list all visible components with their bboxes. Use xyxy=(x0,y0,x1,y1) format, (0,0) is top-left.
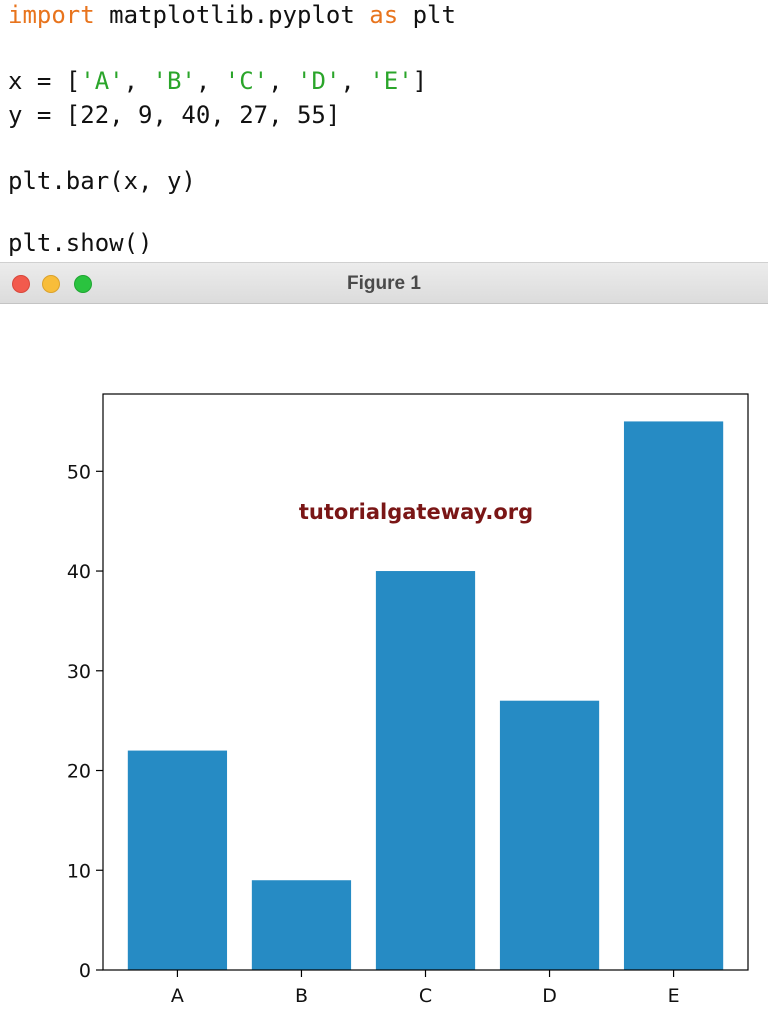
string-literal: 'D' xyxy=(297,67,341,95)
alias-name: plt xyxy=(398,1,456,29)
figure-canvas: 0 10 20 30 40 50 A B C D E tutorialgateway.org xyxy=(0,304,768,1024)
code-text: , xyxy=(268,67,298,95)
x-tick-label: B xyxy=(295,985,308,1007)
y-tick-label: 40 xyxy=(67,561,91,583)
x-tick-label: A xyxy=(171,985,184,1007)
close-window-button[interactable] xyxy=(12,275,30,293)
zoom-window-button[interactable] xyxy=(74,275,92,293)
keyword-as: as xyxy=(369,1,399,29)
bar-E xyxy=(623,421,724,970)
code-text: , xyxy=(195,67,225,95)
x-tick-label: C xyxy=(419,985,432,1007)
string-literal: 'C' xyxy=(224,67,269,95)
code-text: ] xyxy=(412,67,428,95)
code-line-bar: plt.bar(x, y) xyxy=(8,167,196,195)
y-tick-label: 30 xyxy=(67,661,91,683)
figure-window-titlebar[interactable]: Figure 1 xyxy=(0,262,768,304)
minimize-window-button[interactable] xyxy=(42,275,60,293)
string-literal: 'A' xyxy=(80,67,124,95)
code-line-import: import matplotlib.pyplot as plt xyxy=(8,0,456,30)
bar-C xyxy=(375,571,476,970)
bar-chart: 0 10 20 30 40 50 A B C D E tutorialgateway.org xyxy=(67,393,749,1007)
code-line-x: x = ['A', 'B', 'C', 'D', 'E'] xyxy=(8,66,427,96)
y-tick-label: 50 xyxy=(67,461,91,483)
code-text: , xyxy=(340,67,370,95)
y-axis: 0 10 20 30 40 50 xyxy=(67,461,103,982)
bar-D xyxy=(499,700,600,970)
y-tick-label: 0 xyxy=(79,960,91,982)
module-name: matplotlib.pyplot xyxy=(94,1,370,29)
code-editor: import matplotlib.pyplot as plt x = ['A'… xyxy=(0,0,768,262)
string-literal: 'B' xyxy=(152,67,196,95)
string-literal: 'E' xyxy=(369,67,413,95)
window-title: Figure 1 xyxy=(347,273,421,294)
code-line-show: plt.show() xyxy=(8,229,153,257)
code-line-y: y = [22, 9, 40, 27, 55] xyxy=(8,101,341,129)
bar-B xyxy=(251,880,352,970)
code-text: , xyxy=(123,67,153,95)
x-tick-label: E xyxy=(668,985,680,1007)
bar-A xyxy=(127,750,228,970)
y-tick-label: 20 xyxy=(67,761,91,783)
y-tick-label: 10 xyxy=(67,860,91,882)
bars-group xyxy=(127,421,724,970)
x-tick-label: D xyxy=(542,985,557,1007)
watermark-text: tutorialgateway.org xyxy=(299,500,533,524)
code-text: x = [ xyxy=(8,67,81,95)
keyword-import: import xyxy=(8,1,95,29)
plot-frame xyxy=(102,393,749,971)
x-axis: A B C D E xyxy=(171,970,680,1007)
